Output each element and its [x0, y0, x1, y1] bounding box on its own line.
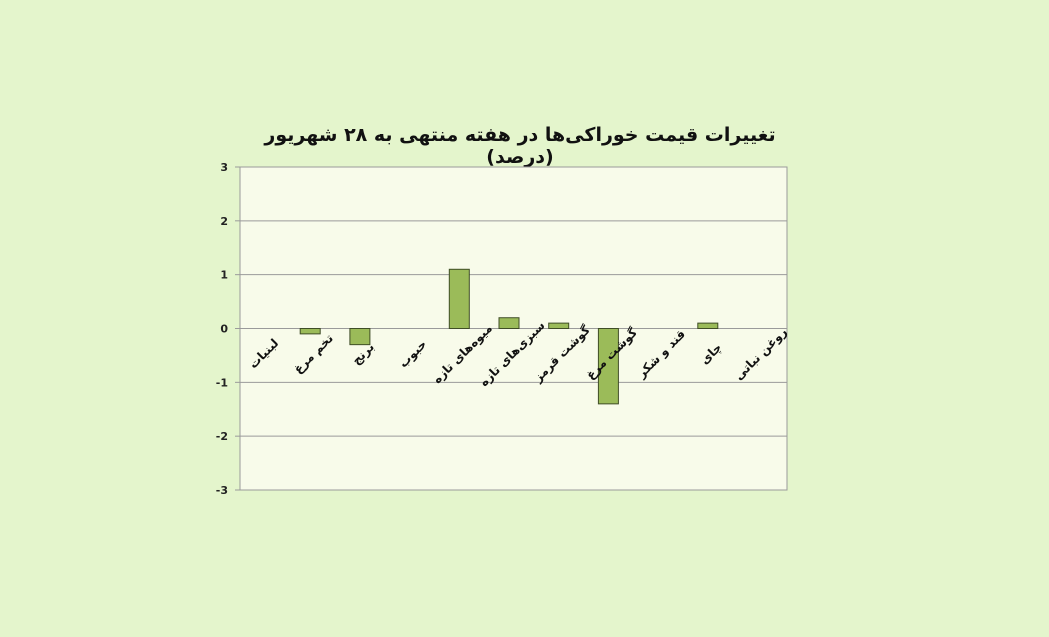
bars: [299, 268, 719, 405]
bar: [349, 328, 371, 346]
y-tick-label: 2: [220, 215, 228, 228]
y-tick-label: 0: [220, 323, 228, 336]
y-tick-label: 3: [220, 161, 228, 174]
y-tick-label: -3: [216, 484, 228, 497]
bar: [448, 268, 470, 329]
gridlines: [240, 166, 787, 491]
bar: [697, 322, 719, 330]
bar: [597, 328, 619, 405]
y-tick-label: -2: [216, 430, 228, 443]
bar: [548, 322, 570, 330]
y-tick-label: 1: [220, 269, 228, 282]
bar: [299, 328, 321, 335]
y-tick-label: -1: [216, 376, 228, 389]
bar: [498, 317, 520, 330]
chart-title: تغییرات قیمت خوراکی‌ها در هفته منتهی به …: [264, 124, 776, 168]
y-axis-ticks: 3 2 1 0 -1 -2 -3: [216, 161, 240, 497]
